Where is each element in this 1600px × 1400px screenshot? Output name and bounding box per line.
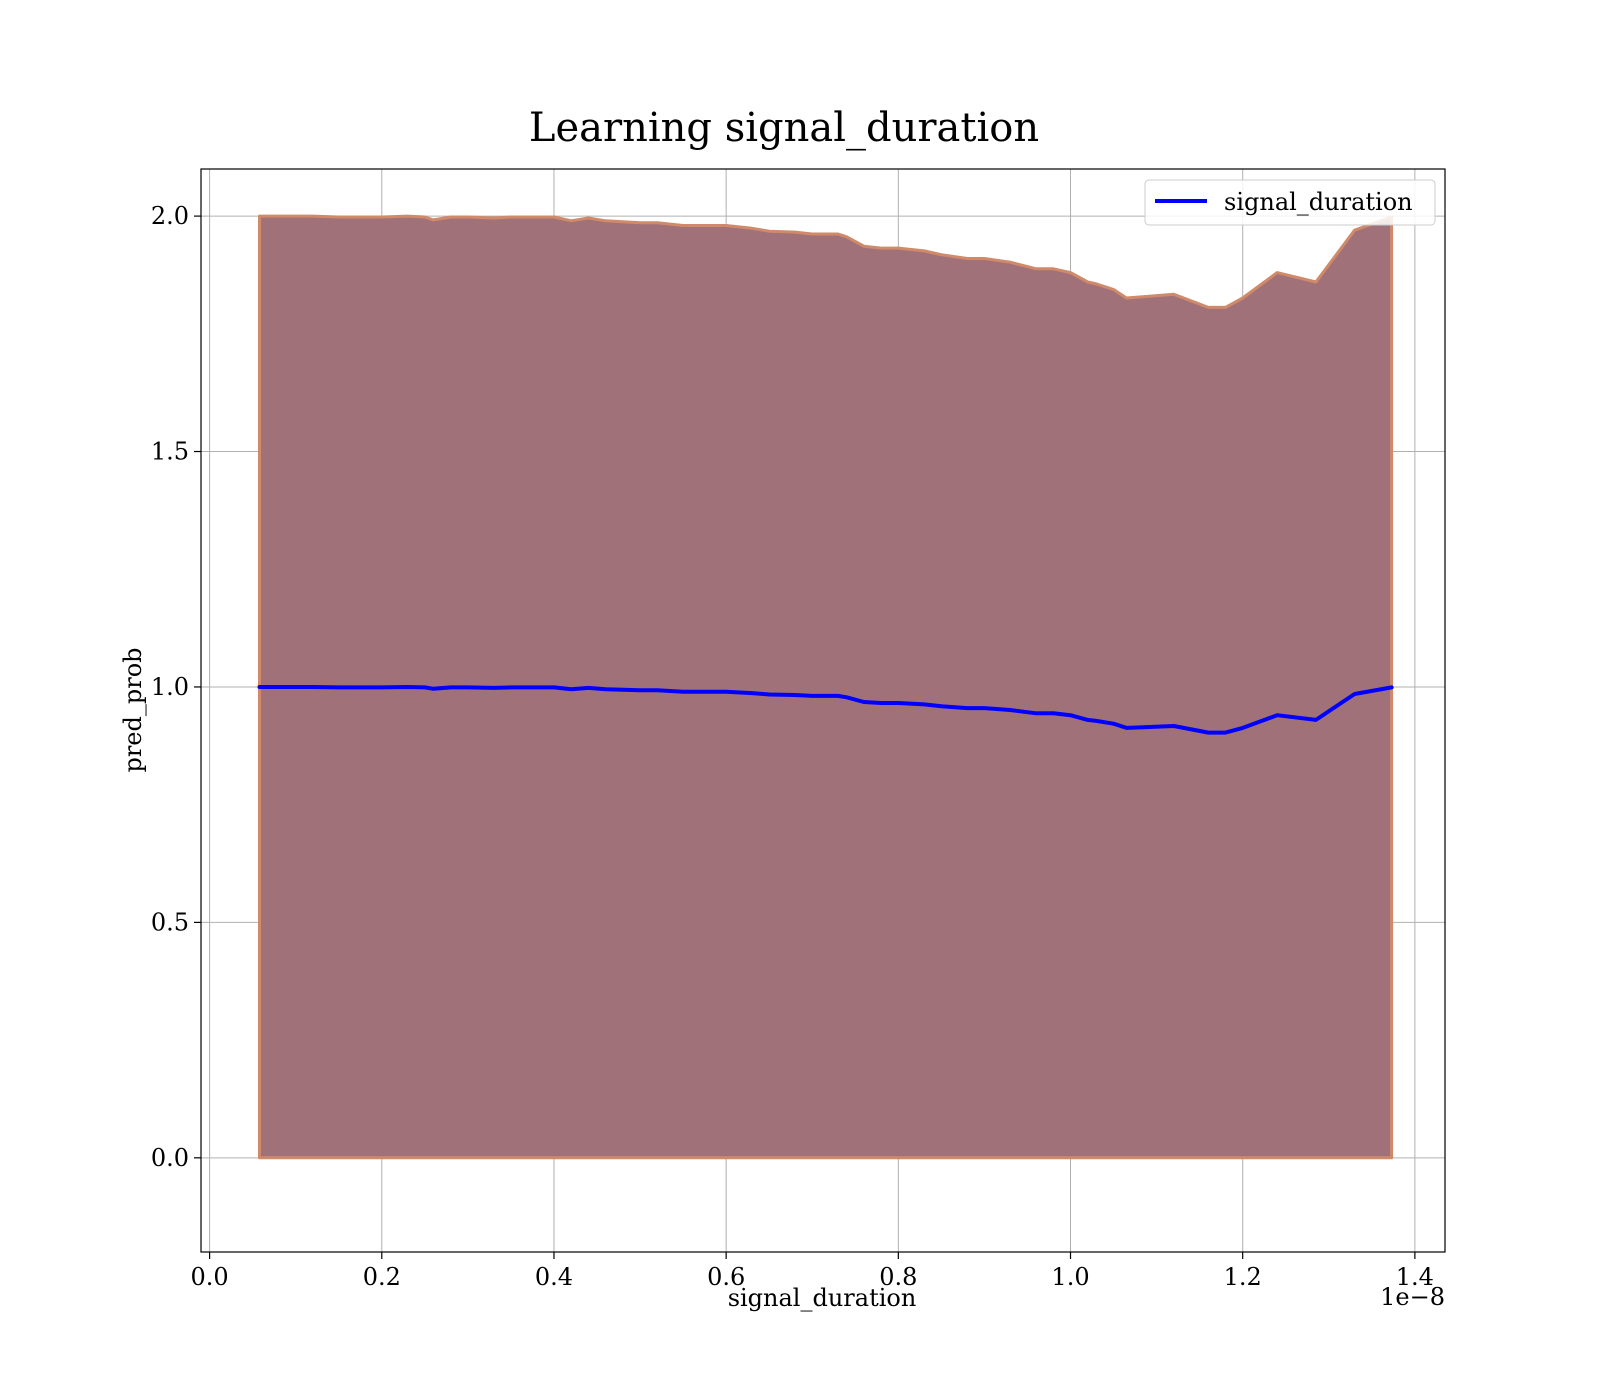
y-tick-label: 1.0 (151, 673, 189, 701)
x-tick-label: 1.0 (1051, 1263, 1089, 1291)
x-tick-label: 0.8 (879, 1263, 917, 1291)
series-line-signal-duration (257, 685, 1394, 735)
legend: signal_duration (1144, 179, 1436, 226)
x-tick-label: 0.2 (363, 1263, 401, 1291)
x-tick-label: 0.6 (707, 1263, 745, 1291)
legend-label: signal_duration (1224, 188, 1413, 216)
y-axis-label: pred_prob (119, 647, 147, 772)
y-axis-ticks: 0.0 0.5 1.0 1.5 2.0 (151, 202, 201, 1172)
x-axis-ticks: 0.0 0.2 0.4 0.6 0.8 1.0 1.2 1.4 (191, 1252, 1434, 1291)
series-lines (257, 685, 1394, 735)
confidence-band (258, 214, 1394, 1160)
x-tick-label: 0.0 (191, 1263, 229, 1291)
x-axis-offset-text: 1e−8 (1380, 1283, 1445, 1311)
legend-box (1144, 179, 1436, 226)
y-tick-label: 0.5 (151, 908, 189, 936)
y-tick-label: 2.0 (151, 202, 189, 230)
x-tick-label: 0.4 (535, 1263, 573, 1291)
y-tick-label: 1.5 (151, 438, 189, 466)
confidence-band-area (258, 214, 1394, 1160)
x-axis-label: signal_duration (728, 1284, 917, 1312)
y-tick-label: 0.0 (151, 1144, 189, 1172)
plot-frame (200, 168, 1446, 1253)
chart-title: Learning signal_duration (529, 105, 1039, 151)
x-tick-label: 1.4 (1396, 1263, 1434, 1291)
x-tick-label: 1.2 (1224, 1263, 1262, 1291)
